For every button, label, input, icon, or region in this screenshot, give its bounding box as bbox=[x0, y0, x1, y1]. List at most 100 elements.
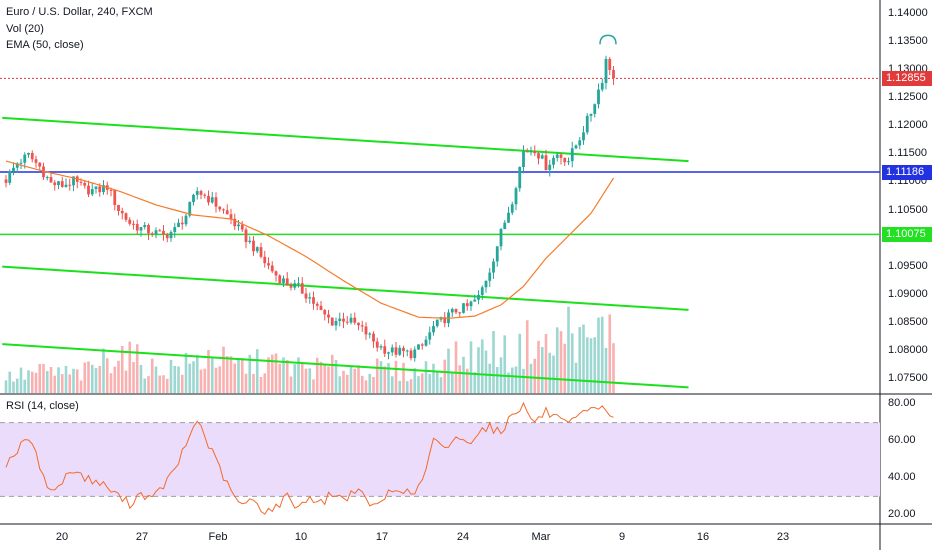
candle-body bbox=[4, 179, 8, 183]
candle-body bbox=[143, 224, 147, 228]
volume-bar bbox=[357, 365, 360, 393]
volume-bar bbox=[522, 368, 525, 393]
volume-bar bbox=[450, 373, 454, 393]
candle-body bbox=[544, 155, 548, 171]
candle-body bbox=[499, 229, 503, 247]
candle-body bbox=[94, 186, 98, 190]
candle-body bbox=[147, 224, 150, 234]
volume-bar bbox=[34, 372, 38, 393]
candle-body bbox=[128, 219, 132, 224]
candle-body bbox=[435, 319, 439, 327]
candle-body bbox=[285, 278, 289, 286]
volume-bar bbox=[585, 337, 589, 393]
candle-body bbox=[184, 215, 188, 225]
volume-bar bbox=[398, 380, 402, 393]
volume-bar bbox=[165, 378, 169, 393]
candle-body bbox=[593, 104, 597, 114]
peak-marker bbox=[599, 34, 617, 45]
volume-bar bbox=[45, 371, 49, 393]
volume-bar bbox=[593, 337, 597, 393]
candle-body bbox=[428, 332, 432, 340]
candle-body bbox=[597, 89, 600, 105]
candle-body bbox=[83, 182, 87, 186]
candle-body bbox=[518, 167, 522, 189]
volume-bar bbox=[338, 376, 342, 393]
candle-body bbox=[559, 154, 563, 158]
candle-body bbox=[315, 303, 319, 306]
price-tick-label: 1.08000 bbox=[888, 343, 928, 356]
candle-body bbox=[278, 275, 282, 283]
volume-bar bbox=[113, 366, 117, 393]
candle-body bbox=[574, 145, 578, 149]
candle-body bbox=[229, 214, 233, 219]
volume-bar bbox=[552, 355, 555, 393]
candle-body bbox=[589, 113, 593, 116]
volume-bar bbox=[38, 363, 42, 393]
candle-body bbox=[368, 333, 372, 335]
candle-body bbox=[360, 325, 364, 327]
candle-body bbox=[263, 256, 267, 264]
candle-body bbox=[180, 222, 184, 225]
rsi-line bbox=[5, 401, 614, 515]
candle-body bbox=[8, 171, 12, 183]
candle-body bbox=[15, 163, 19, 168]
candle-body bbox=[30, 152, 34, 160]
candle-body bbox=[525, 151, 529, 153]
volume-bar bbox=[413, 368, 417, 393]
volume-bar bbox=[240, 358, 244, 393]
candle-body bbox=[312, 297, 315, 304]
candle-body bbox=[120, 210, 124, 214]
volume-bar bbox=[375, 358, 379, 393]
price-tick-label: 1.09500 bbox=[888, 259, 928, 272]
volume-bar bbox=[72, 368, 75, 393]
volume-bar bbox=[402, 362, 405, 393]
volume-bar bbox=[135, 344, 139, 393]
volume-bar bbox=[555, 327, 559, 393]
ema-indicator-label: EMA (50, close) bbox=[6, 39, 84, 51]
candle-body bbox=[548, 164, 552, 171]
volume-bar bbox=[57, 367, 60, 393]
volume-bar bbox=[484, 350, 488, 393]
candle-body bbox=[387, 352, 390, 354]
volume-bar bbox=[567, 306, 570, 393]
candle-body bbox=[477, 294, 480, 300]
candle-body bbox=[192, 194, 195, 203]
volume-bar bbox=[150, 358, 154, 393]
volume-bar bbox=[19, 367, 23, 393]
time-tick-label: 27 bbox=[135, 531, 149, 543]
volume-bar bbox=[244, 373, 248, 393]
channel-lower-line bbox=[2, 343, 689, 389]
volume-bar bbox=[124, 370, 128, 393]
candle-body bbox=[255, 247, 259, 252]
candle-body bbox=[450, 309, 454, 313]
volume-bar bbox=[64, 365, 68, 393]
candle-body bbox=[60, 181, 64, 187]
volume-bar bbox=[285, 360, 289, 393]
candle-body bbox=[454, 309, 458, 313]
volume-bar bbox=[259, 376, 263, 393]
volume-bar bbox=[15, 378, 19, 393]
volume-bar bbox=[387, 363, 390, 393]
volume-bar bbox=[180, 374, 184, 393]
volume-bar bbox=[353, 368, 357, 393]
candle-body bbox=[27, 152, 30, 155]
time-tick-label: 10 bbox=[294, 531, 308, 543]
candle-body bbox=[507, 212, 510, 223]
volume-bar bbox=[49, 367, 53, 393]
volume-bar bbox=[420, 373, 424, 393]
price-tick-label: 1.08500 bbox=[888, 315, 928, 328]
volume-bar bbox=[210, 358, 214, 393]
volume-bar bbox=[109, 373, 113, 393]
candle-body bbox=[379, 346, 383, 348]
volume-bar bbox=[372, 377, 375, 393]
volume-bar bbox=[98, 365, 102, 393]
volume-bar bbox=[195, 355, 199, 393]
volume-bar bbox=[458, 365, 462, 393]
candle-body bbox=[364, 326, 368, 335]
vol-indicator-label: Vol (20) bbox=[6, 23, 44, 35]
candle-body bbox=[267, 263, 270, 266]
candle-body bbox=[552, 157, 555, 165]
candle-body bbox=[195, 191, 199, 195]
volume-bar bbox=[60, 374, 64, 393]
